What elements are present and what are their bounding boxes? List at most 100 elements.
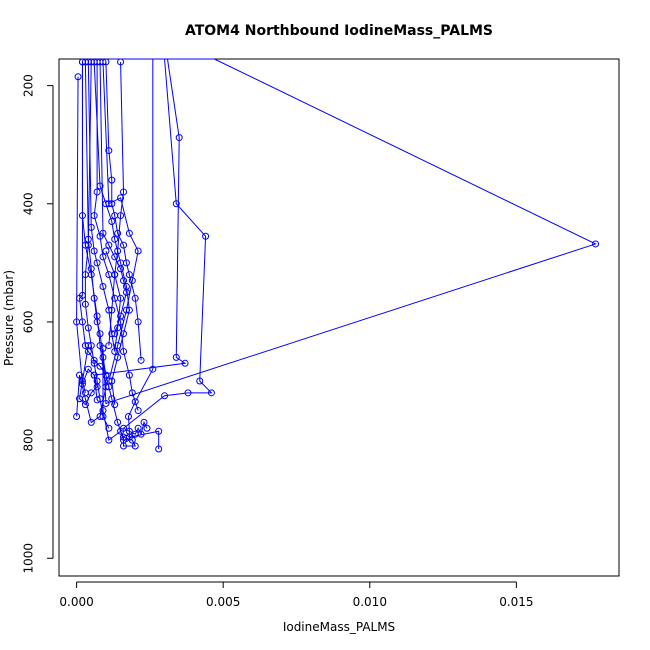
data-point	[105, 377, 113, 385]
data-point	[134, 247, 142, 255]
data-point	[143, 424, 151, 432]
data-point	[78, 58, 86, 66]
data-point	[120, 277, 128, 285]
data-point	[105, 200, 113, 208]
data-point	[117, 427, 125, 435]
data-point	[74, 73, 82, 81]
data-point	[105, 342, 113, 350]
data-point	[172, 200, 180, 208]
data-point	[207, 389, 215, 397]
data-point	[111, 271, 119, 279]
data-point	[87, 418, 95, 426]
series	[120, 58, 215, 438]
data-point	[84, 324, 92, 332]
data-point	[102, 371, 110, 379]
data-point	[181, 359, 189, 367]
data-point	[140, 418, 148, 426]
data-point	[76, 371, 84, 379]
data-point	[111, 253, 119, 261]
series	[105, 58, 128, 350]
data-point	[120, 347, 128, 355]
series	[96, 58, 130, 338]
data-point	[117, 212, 125, 220]
data-point	[155, 445, 163, 453]
data-point	[125, 371, 133, 379]
data-point	[122, 288, 130, 296]
data-point	[81, 342, 89, 350]
series	[99, 58, 142, 385]
data-point	[96, 362, 104, 370]
x-tick-label: 0.010	[353, 595, 387, 609]
series	[102, 58, 145, 364]
data-point	[184, 389, 192, 397]
data-point	[84, 241, 92, 249]
data-point	[125, 229, 133, 237]
chart-title: ATOM4 Northbound IodineMass_PALMS	[185, 23, 493, 39]
data-point	[117, 265, 125, 273]
data-point	[114, 229, 122, 237]
data-point	[99, 412, 107, 420]
series-line	[102, 61, 139, 382]
data-point	[99, 58, 107, 66]
data-point	[592, 240, 600, 248]
data-point	[128, 389, 136, 397]
data-point	[99, 353, 107, 361]
data-point	[78, 318, 86, 326]
data-point	[108, 377, 116, 385]
data-point	[105, 147, 113, 155]
data-point	[131, 442, 139, 450]
data-point	[134, 424, 142, 432]
data-point	[202, 232, 210, 240]
x-axis: 0.000 0.005 0.010 0.015	[59, 581, 534, 609]
data-point	[117, 312, 125, 320]
data-point	[122, 259, 130, 267]
data-point	[108, 306, 116, 314]
series	[76, 58, 110, 379]
data-point	[90, 247, 98, 255]
y-axis: 200 400 600 800 1000	[22, 74, 54, 574]
series-layer	[73, 58, 600, 453]
data-point	[93, 318, 101, 326]
y-tick-label: 600	[22, 310, 36, 333]
data-point	[105, 241, 113, 249]
data-point	[111, 330, 119, 338]
data-point	[117, 58, 125, 66]
data-point	[114, 418, 122, 426]
data-point	[99, 282, 107, 290]
data-point	[125, 271, 133, 279]
x-tick-label: 0.015	[499, 595, 533, 609]
data-point	[87, 58, 95, 66]
series	[73, 73, 101, 409]
y-tick-label: 400	[22, 192, 36, 215]
data-point	[137, 356, 145, 364]
y-axis-label: Pressure (mbar)	[2, 270, 16, 366]
data-point	[99, 253, 107, 261]
x-tick-label: 0.000	[59, 595, 93, 609]
data-point	[196, 377, 204, 385]
data-point	[134, 318, 142, 326]
data-point	[96, 395, 104, 403]
data-point	[90, 356, 98, 364]
data-point	[93, 377, 101, 385]
data-point	[111, 235, 119, 243]
data-point	[161, 392, 169, 400]
data-point	[105, 436, 113, 444]
data-point	[111, 347, 119, 355]
y-tick-label: 1000	[22, 543, 36, 574]
data-point	[128, 277, 136, 285]
x-tick-label: 0.005	[206, 595, 240, 609]
data-point	[131, 294, 139, 302]
x-axis-label: IodineMass_PALMS	[283, 620, 395, 634]
data-point	[117, 194, 125, 202]
data-point	[114, 247, 122, 255]
data-point	[155, 427, 163, 435]
data-point	[84, 365, 92, 373]
data-point	[90, 294, 98, 302]
data-point	[102, 247, 110, 255]
data-point	[114, 342, 122, 350]
data-point	[93, 259, 101, 267]
series	[99, 58, 600, 450]
data-point	[120, 436, 128, 444]
